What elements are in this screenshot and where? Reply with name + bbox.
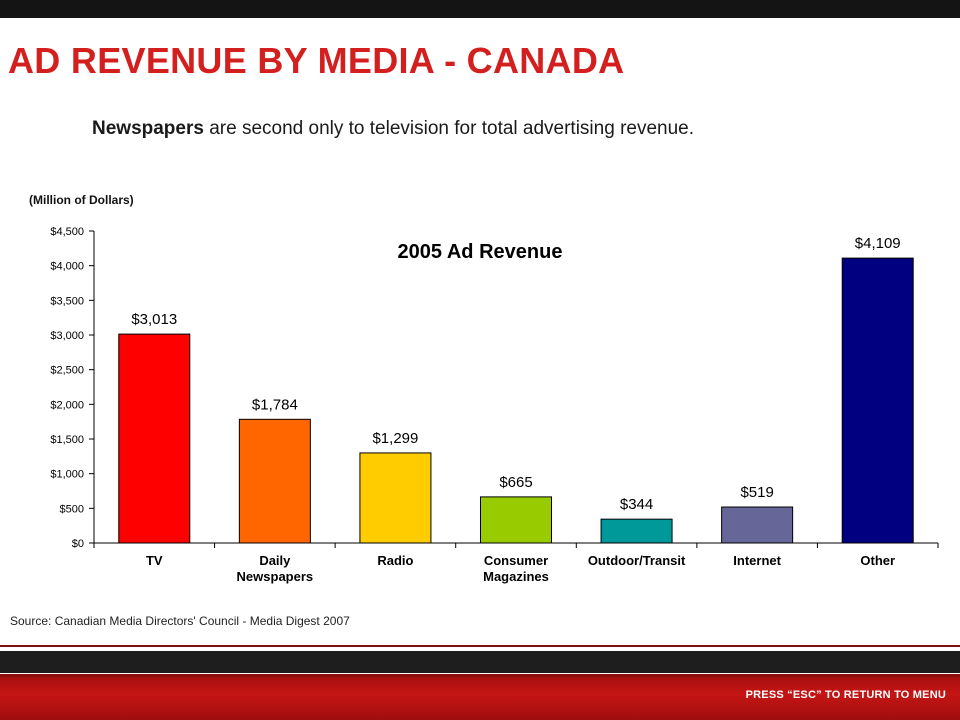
- footer-thin-stripe: [0, 674, 960, 677]
- x-tick-label: Consumer Magazines: [483, 553, 549, 584]
- bar-value-label: $4,109: [855, 235, 901, 252]
- bar: [359, 452, 432, 544]
- bar-value-label: $665: [499, 474, 532, 491]
- y-tick-label: $4,000: [50, 261, 84, 273]
- bar: [480, 496, 552, 544]
- source-note: Source: Canadian Media Directors' Counci…: [10, 614, 350, 628]
- x-tick-label: Internet: [733, 553, 781, 568]
- x-tick-label: Other: [860, 553, 895, 568]
- y-tick-label: $0: [72, 538, 84, 550]
- bar-value-label: $519: [740, 484, 773, 501]
- bar: [118, 333, 191, 544]
- y-tick-label: $2,500: [50, 365, 84, 377]
- bar: [238, 418, 311, 544]
- bar-chart: $0 $500 $1,000 $1,500 $2,000 $2,500 $3,000 $3,5…: [50, 226, 939, 584]
- footer-red-stripe: [0, 677, 960, 720]
- y-axis-unit-label: (Million of Dollars): [29, 193, 134, 207]
- footer-dark-stripe: [0, 651, 960, 673]
- bar-value-label: $1,299: [372, 430, 418, 447]
- subtitle-text: are second only to television for total …: [203, 118, 695, 139]
- subtitle: Newspapers are second only to television…: [92, 118, 694, 140]
- bar: [721, 506, 794, 544]
- slide-title: AD REVENUE BY MEDIA - CANADA: [8, 40, 625, 81]
- top-bar: [0, 0, 960, 18]
- x-tick-label: TV: [146, 553, 163, 568]
- chart-title: 2005 Ad Revenue: [398, 241, 563, 263]
- bar: [841, 257, 914, 544]
- x-tick-label: Radio: [377, 553, 413, 568]
- subtitle-emphasis: Newspapers: [92, 118, 204, 139]
- return-to-menu-hint[interactable]: PRESS “ESC” TO RETURN TO MENU: [745, 689, 946, 701]
- y-tick-label: $1,000: [50, 469, 84, 481]
- y-tick-label: $1,500: [50, 434, 84, 446]
- y-tick-label: $3,500: [50, 295, 84, 307]
- bar-value-label: $344: [620, 496, 653, 513]
- bar: [600, 518, 673, 544]
- bar-value-label: $3,013: [131, 311, 177, 328]
- y-tick-label: $4,500: [50, 226, 84, 238]
- footer-band: [0, 645, 960, 720]
- x-tick-label: Daily Newspapers: [237, 553, 314, 584]
- bar-value-label: $1,784: [252, 396, 298, 413]
- x-tick-label: Outdoor/Transit: [588, 553, 686, 568]
- y-tick-label: $500: [60, 503, 84, 515]
- y-tick-label: $3,000: [50, 330, 84, 342]
- y-tick-label: $2,000: [50, 399, 84, 411]
- footer-line-top: [0, 645, 960, 647]
